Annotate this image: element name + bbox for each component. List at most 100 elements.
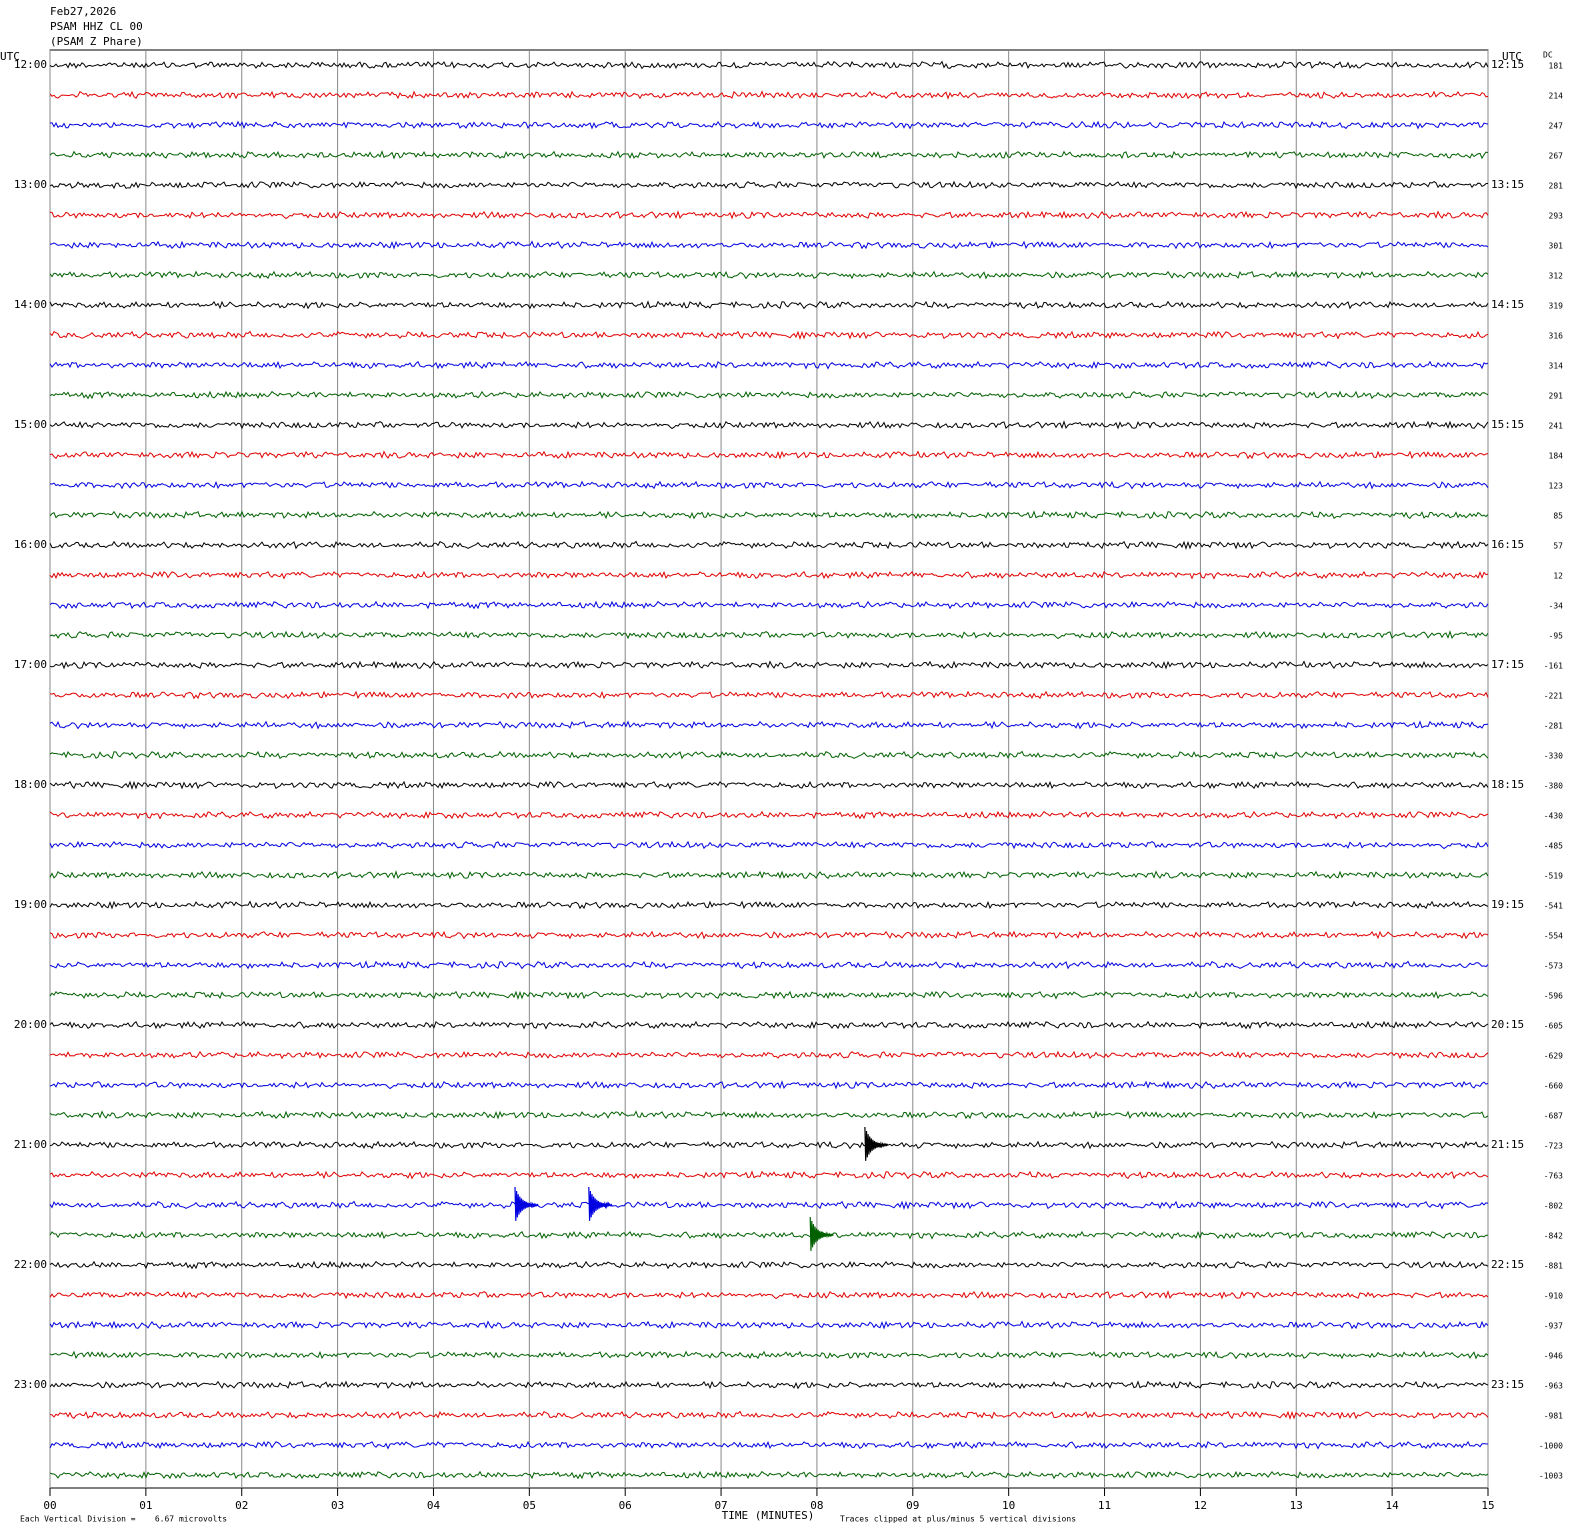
left-time-label: 23:00 (14, 1378, 47, 1391)
trace (49, 1080, 1489, 1090)
trace (49, 690, 1489, 700)
dc-value: -554 (1544, 932, 1563, 941)
dc-value: 214 (1549, 92, 1564, 101)
trace (49, 1320, 1489, 1330)
trace (49, 1230, 1489, 1240)
left-axis-label: UTC (0, 50, 20, 63)
dc-value: -981 (1544, 1412, 1563, 1421)
trace (49, 600, 1489, 610)
dc-value: -687 (1544, 1112, 1563, 1121)
x-tick-label: 02 (235, 1499, 248, 1512)
trace (49, 300, 1489, 310)
dc-value: -596 (1544, 992, 1563, 1001)
dc-value: 312 (1549, 272, 1564, 281)
trace (49, 210, 1489, 220)
x-tick-label: 00 (43, 1499, 56, 1512)
dc-value: 247 (1549, 122, 1564, 131)
event (514, 1186, 539, 1221)
title-line: (PSAM Z Phare) (50, 35, 143, 48)
dc-value: -541 (1544, 902, 1563, 911)
trace (49, 750, 1489, 760)
trace (49, 990, 1489, 1001)
trace (49, 330, 1489, 341)
right-time-label: 16:15 (1491, 538, 1524, 551)
title-line: Feb27,2026 (50, 5, 116, 18)
dc-value: -660 (1544, 1082, 1563, 1091)
dc-value: 123 (1549, 482, 1564, 491)
dc-value: 319 (1549, 302, 1564, 311)
x-tick-label: 05 (523, 1499, 536, 1512)
x-tick-label: 10 (1002, 1499, 1015, 1512)
trace (49, 1290, 1489, 1300)
trace (49, 510, 1489, 520)
left-time-label: 14:00 (14, 298, 47, 311)
trace (49, 1050, 1489, 1060)
dc-value: 85 (1553, 512, 1563, 521)
x-tick-label: 11 (1098, 1499, 1111, 1512)
trace (49, 1140, 1489, 1150)
scale-note: Each Vertical Division = 6.67 microvolts (20, 1515, 227, 1524)
dc-value: 241 (1549, 422, 1564, 431)
left-time-label: 19:00 (14, 898, 47, 911)
right-time-label: 22:15 (1491, 1258, 1524, 1271)
dc-value: -937 (1544, 1322, 1563, 1331)
dc-value: 293 (1549, 212, 1564, 221)
trace (49, 1470, 1489, 1480)
dc-value: -281 (1544, 722, 1563, 731)
dc-value: 181 (1549, 62, 1564, 71)
dc-value: -963 (1544, 1382, 1563, 1391)
dc-value: -573 (1544, 962, 1563, 971)
trace (49, 150, 1489, 160)
left-time-label: 18:00 (14, 778, 47, 791)
dc-value: -763 (1544, 1172, 1563, 1181)
trace (49, 240, 1489, 250)
trace (49, 90, 1489, 100)
trace (49, 660, 1489, 670)
dc-value: -430 (1544, 812, 1563, 821)
trace (49, 60, 1489, 70)
dc-value: -95 (1549, 632, 1564, 641)
dc-value: -629 (1544, 1052, 1563, 1061)
trace (49, 780, 1489, 791)
plot-frame (49, 49, 1489, 1489)
dc-value: -946 (1544, 1352, 1563, 1361)
x-axis-label: TIME (MINUTES) (722, 1509, 815, 1522)
dc-value: 281 (1549, 182, 1564, 191)
left-time-label: 22:00 (14, 1258, 47, 1271)
x-tick-label: 15 (1481, 1499, 1494, 1512)
trace (49, 1260, 1489, 1270)
trace (49, 1110, 1489, 1120)
x-tick-label: 09 (906, 1499, 919, 1512)
x-tick-label: 14 (1386, 1499, 1400, 1512)
event (809, 1216, 834, 1251)
trace (49, 420, 1489, 430)
trace (49, 480, 1489, 490)
trace (49, 840, 1489, 850)
trace (49, 1410, 1489, 1421)
x-tick-label: 12 (1194, 1499, 1207, 1512)
dc-value: -1000 (1539, 1442, 1563, 1451)
trace (49, 1170, 1489, 1180)
left-time-label: 12:00 (14, 58, 47, 71)
dc-value: 57 (1553, 542, 1563, 551)
dc-value: 184 (1549, 452, 1564, 461)
dc-value: -842 (1544, 1232, 1563, 1241)
dc-label: DC (1543, 51, 1553, 60)
dc-value: -1003 (1539, 1472, 1563, 1481)
dc-value: 314 (1549, 362, 1564, 371)
right-time-label: 12:15 (1491, 58, 1524, 71)
trace (49, 270, 1489, 280)
dc-value: -881 (1544, 1262, 1563, 1271)
right-time-label: 17:15 (1491, 658, 1524, 671)
right-axis-label: UTC (1502, 50, 1522, 63)
trace (49, 1380, 1489, 1390)
trace (49, 120, 1489, 130)
trace (49, 1020, 1489, 1030)
event (588, 1186, 613, 1221)
dc-value: -34 (1549, 602, 1564, 611)
right-time-label: 14:15 (1491, 298, 1524, 311)
left-time-label: 17:00 (14, 658, 47, 671)
trace (49, 720, 1489, 730)
right-time-label: 18:15 (1491, 778, 1524, 791)
